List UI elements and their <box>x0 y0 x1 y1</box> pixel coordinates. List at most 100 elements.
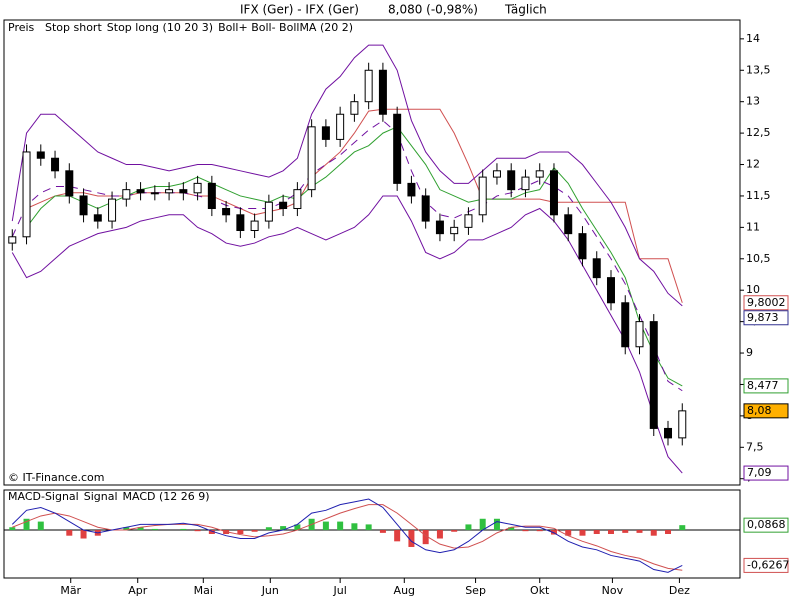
candle-body <box>621 302 630 348</box>
candle-body <box>393 113 402 184</box>
legend-entry: MACD-Signal <box>8 490 79 503</box>
histogram-bar <box>665 530 672 534</box>
x-tick-label: Mai <box>194 584 213 597</box>
y-tick-label: 14 <box>746 32 760 45</box>
histogram-bar <box>436 530 443 539</box>
value-box <box>743 517 789 533</box>
price-pane <box>3 19 741 486</box>
legend-entry: Stop short <box>45 21 102 34</box>
histogram-bar <box>251 530 258 532</box>
candle-body <box>606 277 615 304</box>
legend-entry: Signal <box>84 490 118 503</box>
histogram-bar <box>294 524 301 531</box>
candle-body <box>678 410 687 439</box>
value-box-label: 8,08 <box>747 404 772 417</box>
candle-body <box>450 226 459 235</box>
histogram-bar <box>493 518 500 531</box>
histogram-bar <box>607 530 614 534</box>
histogram-bar <box>137 527 144 531</box>
value-box-label: 8,477 <box>747 379 779 392</box>
header-period: Täglich <box>504 3 547 17</box>
y-tick-label: 11 <box>746 220 760 233</box>
candle-body <box>207 182 216 210</box>
candle-body <box>535 170 544 178</box>
candle-body <box>464 214 473 228</box>
y-tick-label: 10,5 <box>746 252 771 265</box>
histogram-bar <box>679 525 686 531</box>
candle-body <box>507 170 516 191</box>
x-tick-label: Aug <box>394 584 415 597</box>
line-series <box>11 498 683 573</box>
candle-body <box>321 126 330 140</box>
header-title: IFX (Ger) - IFX (Ger) <box>240 3 359 17</box>
y-tick-label: 11,5 <box>746 189 771 202</box>
candle-body <box>293 189 302 210</box>
histogram-bar <box>66 530 73 536</box>
histogram-bar <box>394 530 401 542</box>
candle-body <box>51 157 60 172</box>
value-box <box>743 557 789 573</box>
value-box <box>743 310 789 326</box>
pane-title: Preis <box>8 21 35 34</box>
candle-body <box>279 201 288 210</box>
macd-pane <box>3 489 741 579</box>
histogram-bar <box>593 530 600 534</box>
candle-body <box>122 189 131 200</box>
candle-body <box>22 151 31 238</box>
line-series <box>11 44 683 307</box>
histogram-bar <box>522 530 529 532</box>
candle-body <box>222 208 231 216</box>
header-quote: 8,080 (-0,98%) <box>388 3 478 17</box>
histogram-bar <box>451 530 458 532</box>
candle-body <box>36 151 45 159</box>
value-box-label: 9,873 <box>747 311 779 324</box>
candle-body <box>364 69 373 103</box>
histogram-bar <box>579 530 586 536</box>
x-tick-label: Jun <box>261 584 279 597</box>
legend-entry: MACD (12 26 9) <box>123 490 210 503</box>
value-box <box>743 378 789 394</box>
histogram-bar <box>280 526 287 531</box>
y-tick-label: 9 <box>746 346 753 359</box>
candle-body <box>250 220 259 232</box>
histogram-bar <box>23 518 30 531</box>
candle-body <box>8 236 17 244</box>
value-box <box>743 403 789 419</box>
value-box-label: 9,8002 <box>747 296 786 309</box>
candle-body <box>521 176 530 191</box>
candle-body <box>649 321 658 429</box>
histogram-bar <box>465 524 472 531</box>
value-box <box>743 465 789 481</box>
value-box <box>743 295 789 311</box>
x-tick-label: Apr <box>128 584 148 597</box>
histogram-bar <box>80 530 87 539</box>
line-series <box>11 195 683 474</box>
candle-body <box>421 195 430 222</box>
candle-body <box>664 427 673 439</box>
histogram-bar <box>337 521 344 531</box>
candle-body <box>336 113 345 140</box>
y-tick-label: 10 <box>746 283 760 296</box>
candle-body <box>378 69 387 115</box>
candle-body <box>592 258 601 279</box>
candle-body <box>564 214 573 235</box>
x-tick-label: Okt <box>530 584 550 597</box>
histogram-bar <box>622 530 629 533</box>
histogram-bar <box>422 530 429 545</box>
value-box-label: -0,6267 <box>747 558 789 571</box>
histogram-bar <box>650 530 657 536</box>
histogram-bar <box>208 530 215 534</box>
candle-body <box>407 182 416 197</box>
histogram-bar <box>479 518 486 531</box>
histogram-bar <box>180 528 187 531</box>
candle-body <box>635 321 644 348</box>
candle-body <box>165 189 174 194</box>
candle-body <box>350 101 359 115</box>
candle-body <box>478 176 487 216</box>
candle-body <box>264 201 273 222</box>
candle-body <box>93 214 102 222</box>
histogram-bar <box>151 528 158 531</box>
